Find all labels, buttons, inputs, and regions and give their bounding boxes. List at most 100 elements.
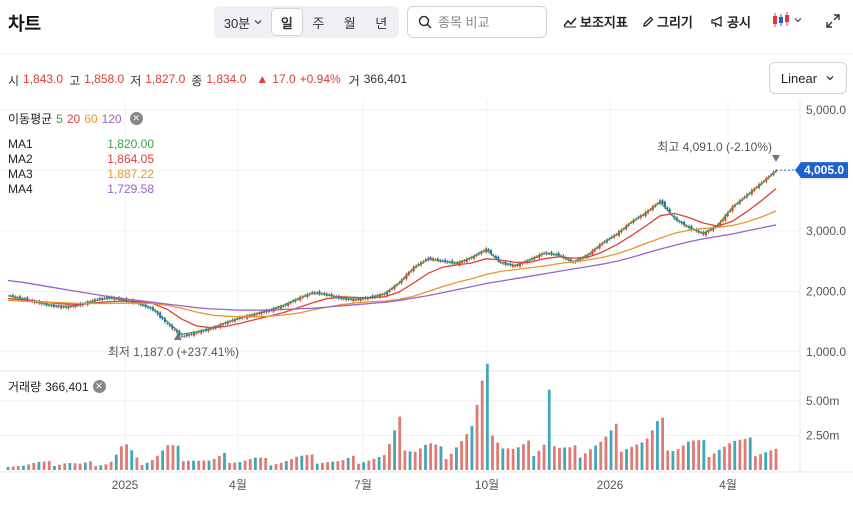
period-dropdown[interactable]: 30분 (216, 8, 271, 36)
candle-body (294, 299, 297, 302)
candle-body (149, 307, 152, 309)
volume-bar (604, 436, 608, 470)
candle-body (291, 300, 294, 302)
low-label: 저 (130, 74, 142, 88)
volume-bar (640, 442, 644, 470)
compare-search-box[interactable] (407, 6, 547, 38)
candle-body (436, 258, 439, 261)
volume-bar (491, 435, 494, 470)
candle-body (439, 259, 442, 262)
volume-bar (259, 457, 262, 470)
change-percent: +0.94% (299, 72, 341, 86)
period-segmented-control: 30분 일 주 월 년 (214, 6, 399, 38)
candle-body (521, 262, 524, 264)
tab-week[interactable]: 주 (312, 15, 325, 31)
chart-type-dropdown[interactable] (772, 12, 803, 28)
candle-body (555, 253, 558, 255)
y-tick-label: 2,000.0 (806, 284, 846, 298)
ma-line-ma3 (7, 210, 777, 318)
candle-body (639, 215, 642, 219)
ma-period-5: 5 (56, 111, 63, 126)
candle-body (678, 221, 681, 223)
drawing-button[interactable]: 그리기 (642, 12, 693, 31)
candle-body (50, 304, 53, 307)
fullscreen-button[interactable] (825, 13, 841, 29)
candle-body (514, 265, 517, 267)
candle-body (323, 293, 326, 295)
volume-bar (202, 460, 206, 470)
candle-body (760, 182, 763, 185)
candle-body (163, 318, 166, 322)
volume-bar (558, 447, 561, 470)
candle-body (726, 212, 729, 217)
disclosure-button[interactable]: 공시 (711, 12, 751, 31)
volume-bar (743, 438, 747, 470)
candle-body (221, 323, 224, 326)
volume-bar (738, 439, 742, 470)
candle-body (21, 298, 24, 300)
high-label: 고 (69, 74, 81, 88)
volume-bar (645, 438, 649, 470)
volume-bar (728, 443, 732, 470)
close-icon[interactable]: ✕ (92, 380, 106, 393)
candle-body (81, 303, 84, 306)
candle-body (765, 177, 768, 182)
candle-body (238, 316, 241, 319)
candle-body (89, 301, 92, 303)
volume-bar (702, 440, 706, 470)
volume-bar (759, 454, 762, 470)
volume-bar (723, 446, 726, 470)
candle-body (412, 266, 415, 272)
candle-body (552, 253, 555, 255)
indicator-button[interactable]: 보조지표 (563, 12, 628, 31)
volume-bar (336, 461, 340, 470)
candle-body (23, 298, 26, 300)
scale-select[interactable]: Linear (769, 62, 847, 94)
candle-body (627, 223, 630, 226)
close-value: 1,834.0 (206, 72, 247, 86)
candle-body (125, 298, 128, 302)
candle-body (200, 330, 203, 334)
candle-body (659, 200, 662, 204)
candle-body (132, 299, 135, 304)
candle-body (422, 261, 425, 263)
compare-search-input[interactable] (438, 14, 538, 30)
candle-body (666, 207, 669, 210)
y-tick-label: 1,000.0 (806, 345, 846, 359)
tab-day[interactable]: 일 (271, 8, 303, 36)
volume-bar (661, 417, 665, 470)
ma-name: MA3 (8, 167, 33, 181)
volume-bar (485, 363, 489, 470)
volume-bar (635, 444, 639, 470)
candle-body (497, 256, 500, 262)
candle-body (485, 248, 488, 253)
volume-bar (764, 452, 768, 470)
candle-body (345, 297, 348, 300)
candle-body (671, 214, 674, 216)
candle-body (398, 282, 401, 284)
candle-body (306, 293, 309, 298)
candle-body (260, 312, 263, 315)
candle-body (526, 260, 529, 264)
candle-body (704, 231, 707, 236)
volume-bar (563, 447, 567, 470)
candle-body (675, 217, 678, 221)
volume-bar (671, 451, 675, 470)
candle-body (562, 255, 565, 258)
tab-month[interactable]: 월 (343, 15, 356, 31)
candle-body (731, 206, 734, 212)
volume-bar (656, 421, 659, 470)
ma-line-ma4 (7, 224, 777, 311)
close-icon[interactable]: ✕ (129, 112, 143, 125)
candle-body (378, 294, 381, 298)
tab-year[interactable]: 년 (375, 15, 388, 31)
volume-bar (83, 462, 87, 470)
volume-bar (444, 459, 448, 470)
candle-body (511, 264, 514, 267)
candle-body (277, 307, 280, 309)
candle-body (224, 322, 227, 324)
change-value: 17.0 (272, 72, 296, 86)
candle-body (137, 302, 140, 304)
candle-body (253, 313, 256, 317)
candle-body (316, 292, 319, 294)
